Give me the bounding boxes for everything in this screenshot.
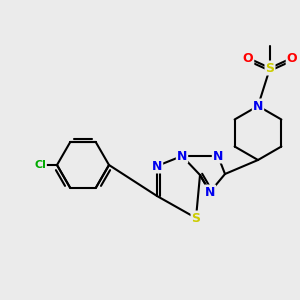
Text: N: N [213, 149, 223, 163]
Text: O: O [287, 52, 297, 64]
Text: Cl: Cl [34, 160, 46, 170]
Text: N: N [152, 160, 162, 172]
Text: N: N [177, 149, 187, 163]
Text: N: N [205, 185, 215, 199]
Text: S: S [191, 212, 200, 224]
Text: O: O [243, 52, 253, 64]
Text: N: N [253, 100, 263, 112]
Text: S: S [266, 61, 274, 74]
